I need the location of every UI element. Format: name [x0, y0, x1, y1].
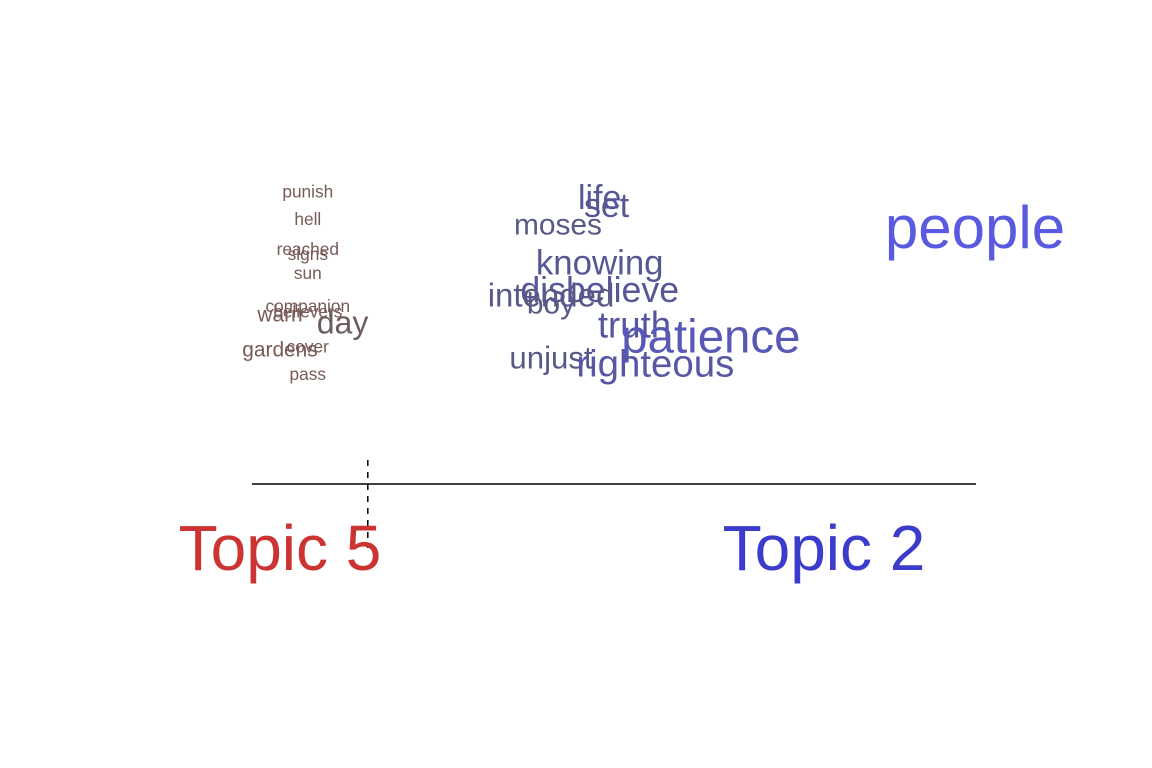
- word-label-day: day: [317, 304, 369, 340]
- word-label-sun: sun: [294, 263, 322, 283]
- word-label-cover: cover: [287, 337, 330, 357]
- left-topic-label: Topic 5: [179, 512, 382, 584]
- word-label-warn: warn: [256, 303, 302, 326]
- word-label-intended: intended: [488, 277, 615, 314]
- word-label-righteous: righteous: [576, 342, 734, 385]
- word-label-hell: hell: [294, 209, 321, 229]
- word-label-patience: patience: [621, 310, 800, 363]
- word-label-disbelieve: disbelieve: [520, 270, 679, 310]
- word-label-life: life: [578, 179, 621, 217]
- word-label-companion: companion: [266, 296, 351, 316]
- word-label-moses: moses: [514, 209, 602, 242]
- word-label-unjust: unjust: [509, 340, 593, 375]
- word-label-set: set: [584, 187, 630, 225]
- word-label-believers: believers: [273, 301, 343, 321]
- right-topic-label: Topic 2: [723, 512, 926, 584]
- word-label-gardens: gardens: [242, 339, 318, 362]
- word-label-reached: reached: [277, 239, 339, 259]
- word-label-signs: signs: [288, 244, 329, 264]
- word-label-truth: truth: [598, 305, 671, 346]
- word-label-boy: boy: [527, 288, 575, 321]
- word-label-people: people: [885, 194, 1065, 261]
- word-label-knowing: knowing: [536, 244, 664, 283]
- word-label-pass: pass: [290, 364, 327, 384]
- word-label-punish: punish: [282, 182, 333, 202]
